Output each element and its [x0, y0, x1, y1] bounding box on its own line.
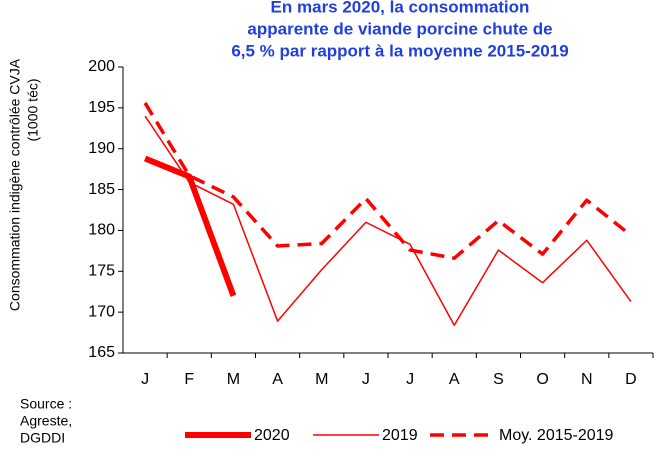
x-tick-label: J: [141, 371, 149, 388]
chart-title: En mars 2020, la consommation: [271, 0, 530, 16]
y-tick-label: 180: [88, 222, 115, 239]
y-tick-label: 195: [88, 99, 115, 116]
source: Source :: [20, 396, 72, 412]
chart-title: 6,5 % par rapport à la moyenne 2015-2019: [231, 41, 568, 60]
y-tick-label: 190: [88, 140, 115, 157]
series-line: [143, 102, 633, 260]
source: Agreste,: [20, 413, 72, 429]
chart-title: apparente de viande porcine chute de: [247, 19, 552, 38]
legend-label: 2019: [382, 427, 418, 444]
x-tick-label: N: [581, 371, 593, 388]
y-tick-label: 185: [88, 181, 115, 198]
y-axis-label: Consommation indigène contrôlée CVJA: [7, 58, 23, 311]
x-tick-label: A: [272, 371, 283, 388]
legend-label: 2020: [254, 427, 290, 444]
x-tick-label: F: [184, 371, 194, 388]
source: DGDDI: [20, 430, 65, 446]
x-tick-label: S: [493, 371, 504, 388]
y-axis-label: (1000 téc): [25, 78, 41, 141]
x-tick-label: A: [449, 371, 460, 388]
y-tick-label: 170: [88, 303, 115, 320]
series-line: [144, 115, 632, 326]
x-tick-label: M: [315, 371, 328, 388]
series-line: [143, 155, 237, 297]
x-tick-label: M: [227, 371, 240, 388]
x-tick-label: O: [536, 371, 548, 388]
y-tick-label: 200: [88, 58, 115, 75]
x-tick-label: J: [362, 371, 370, 388]
y-tick-label: 165: [88, 344, 115, 361]
x-tick-label: J: [406, 371, 414, 388]
legend-label: Moy. 2015-2019: [499, 427, 614, 444]
x-tick-label: D: [625, 371, 637, 388]
y-tick-label: 175: [88, 263, 115, 280]
